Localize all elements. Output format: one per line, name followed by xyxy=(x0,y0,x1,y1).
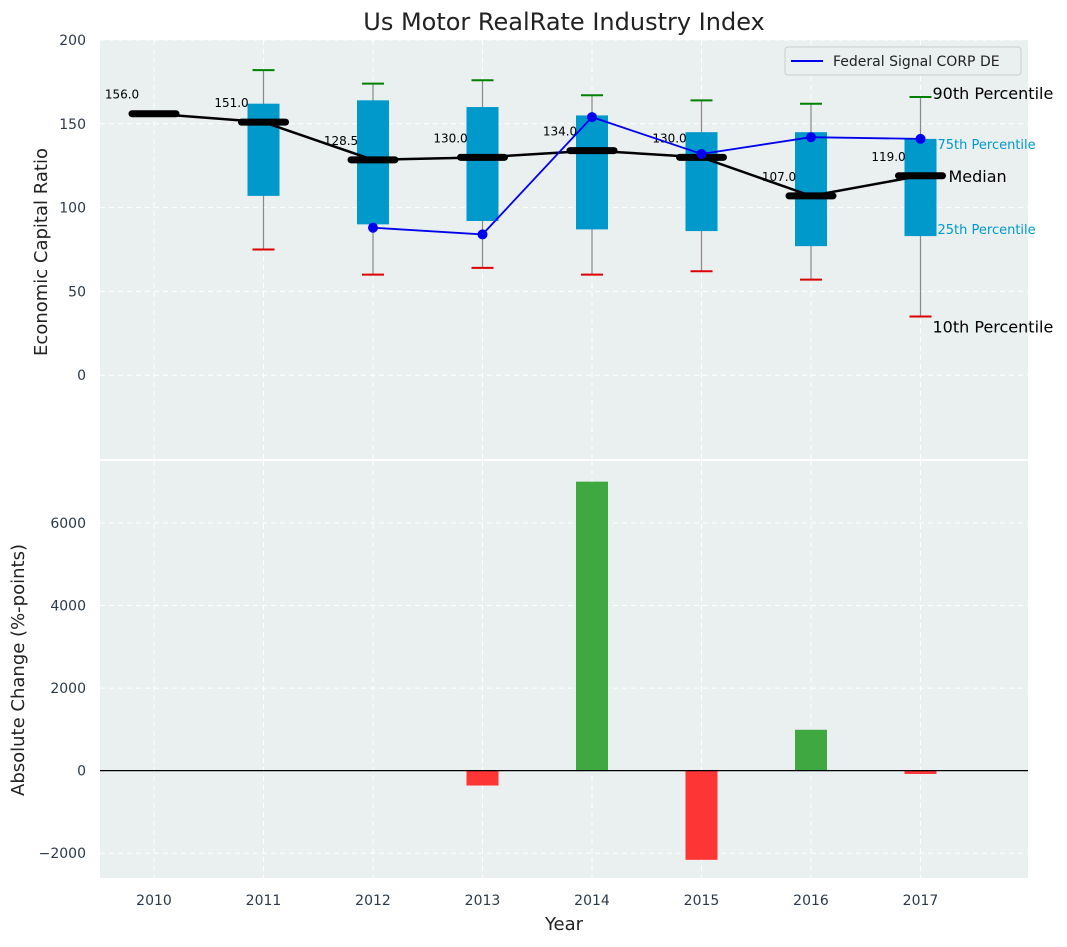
median-annotation: Median xyxy=(949,167,1007,186)
change-bar xyxy=(576,481,608,771)
median-value-label: 128.5 xyxy=(324,134,358,148)
bottom-y-tick-label: 6000 xyxy=(50,516,86,532)
bottom-y-tick-label: 2000 xyxy=(50,681,86,697)
top-y-axis-label: Economic Capital Ratio xyxy=(31,148,52,356)
company-series-line xyxy=(372,116,921,236)
x-tick-label: 2015 xyxy=(684,893,720,909)
bottom-panel: −2000 0 2000 4000 6000 xyxy=(39,461,1028,878)
company-series-point xyxy=(477,229,488,240)
legend-label: Federal Signal CORP DE xyxy=(833,54,1000,70)
company-series-point xyxy=(806,132,816,143)
bottom-y-axis-label: Absolute Change (%-points) xyxy=(8,544,29,796)
median-line xyxy=(153,112,921,198)
p90-annotation: 90th Percentile xyxy=(933,84,1054,103)
change-bar xyxy=(685,770,718,860)
iqr-box xyxy=(904,138,937,237)
x-tick-label: 2014 xyxy=(574,893,610,909)
iqr-box xyxy=(795,132,827,247)
top-y-tick-label: 200 xyxy=(59,33,86,49)
x-tick-label: 2013 xyxy=(465,893,501,909)
x-tick-label: 2012 xyxy=(355,893,391,909)
iqr-box xyxy=(247,103,280,196)
iqr-box xyxy=(685,132,718,232)
x-tick-label: 2010 xyxy=(136,893,172,909)
company-series-point xyxy=(587,112,597,123)
median-value-label: 130.0 xyxy=(433,131,467,145)
top-panel: 0 50 100 150 200 156.0 151.0 128.5 130.0 134.0 130… xyxy=(59,33,1054,461)
legend-box xyxy=(784,46,1022,76)
bottom-y-tick-label: 0 xyxy=(77,764,86,780)
x-axis-label: Year xyxy=(544,914,584,935)
p25-annotation: 25th Percentile xyxy=(938,223,1036,238)
iqr-box xyxy=(466,107,499,222)
median-value-label: 156.0 xyxy=(105,88,139,102)
company-series-point xyxy=(368,222,378,233)
bottom-y-tick-label: −2000 xyxy=(39,846,86,862)
change-bar xyxy=(466,770,499,786)
company-series-point xyxy=(696,148,707,159)
median-value-label: 134.0 xyxy=(543,125,577,139)
top-y-tick-label: 50 xyxy=(68,284,86,300)
legend: Federal Signal CORP DE xyxy=(784,46,1022,76)
x-tick-label: 2017 xyxy=(903,893,939,909)
x-tick-labels: 2010 2011 2012 2013 2014 2015 2016 2017 xyxy=(136,893,938,909)
x-tick-label: 2016 xyxy=(793,893,829,909)
median-value-label: 130.0 xyxy=(652,131,686,145)
bottom-plot-background xyxy=(100,461,1028,878)
chart-title: Us Motor RealRate Industry Index xyxy=(363,8,765,36)
p10-annotation: 10th Percentile xyxy=(933,318,1054,337)
company-series-point xyxy=(915,133,926,144)
top-y-tick-label: 100 xyxy=(59,201,86,217)
change-bar xyxy=(904,770,937,774)
bottom-y-tick-label: 4000 xyxy=(50,599,86,615)
median-value-label: 151.0 xyxy=(214,96,248,110)
top-y-tick-label: 0 xyxy=(77,368,86,384)
x-tick-label: 2011 xyxy=(246,893,282,909)
iqr-box xyxy=(576,115,608,230)
top-y-tick-label: 150 xyxy=(59,117,86,133)
change-bar xyxy=(795,729,827,771)
median-value-label: 107.0 xyxy=(762,170,796,184)
median-value-label: 119.0 xyxy=(871,150,905,164)
p75-annotation: 75th Percentile xyxy=(938,138,1036,153)
